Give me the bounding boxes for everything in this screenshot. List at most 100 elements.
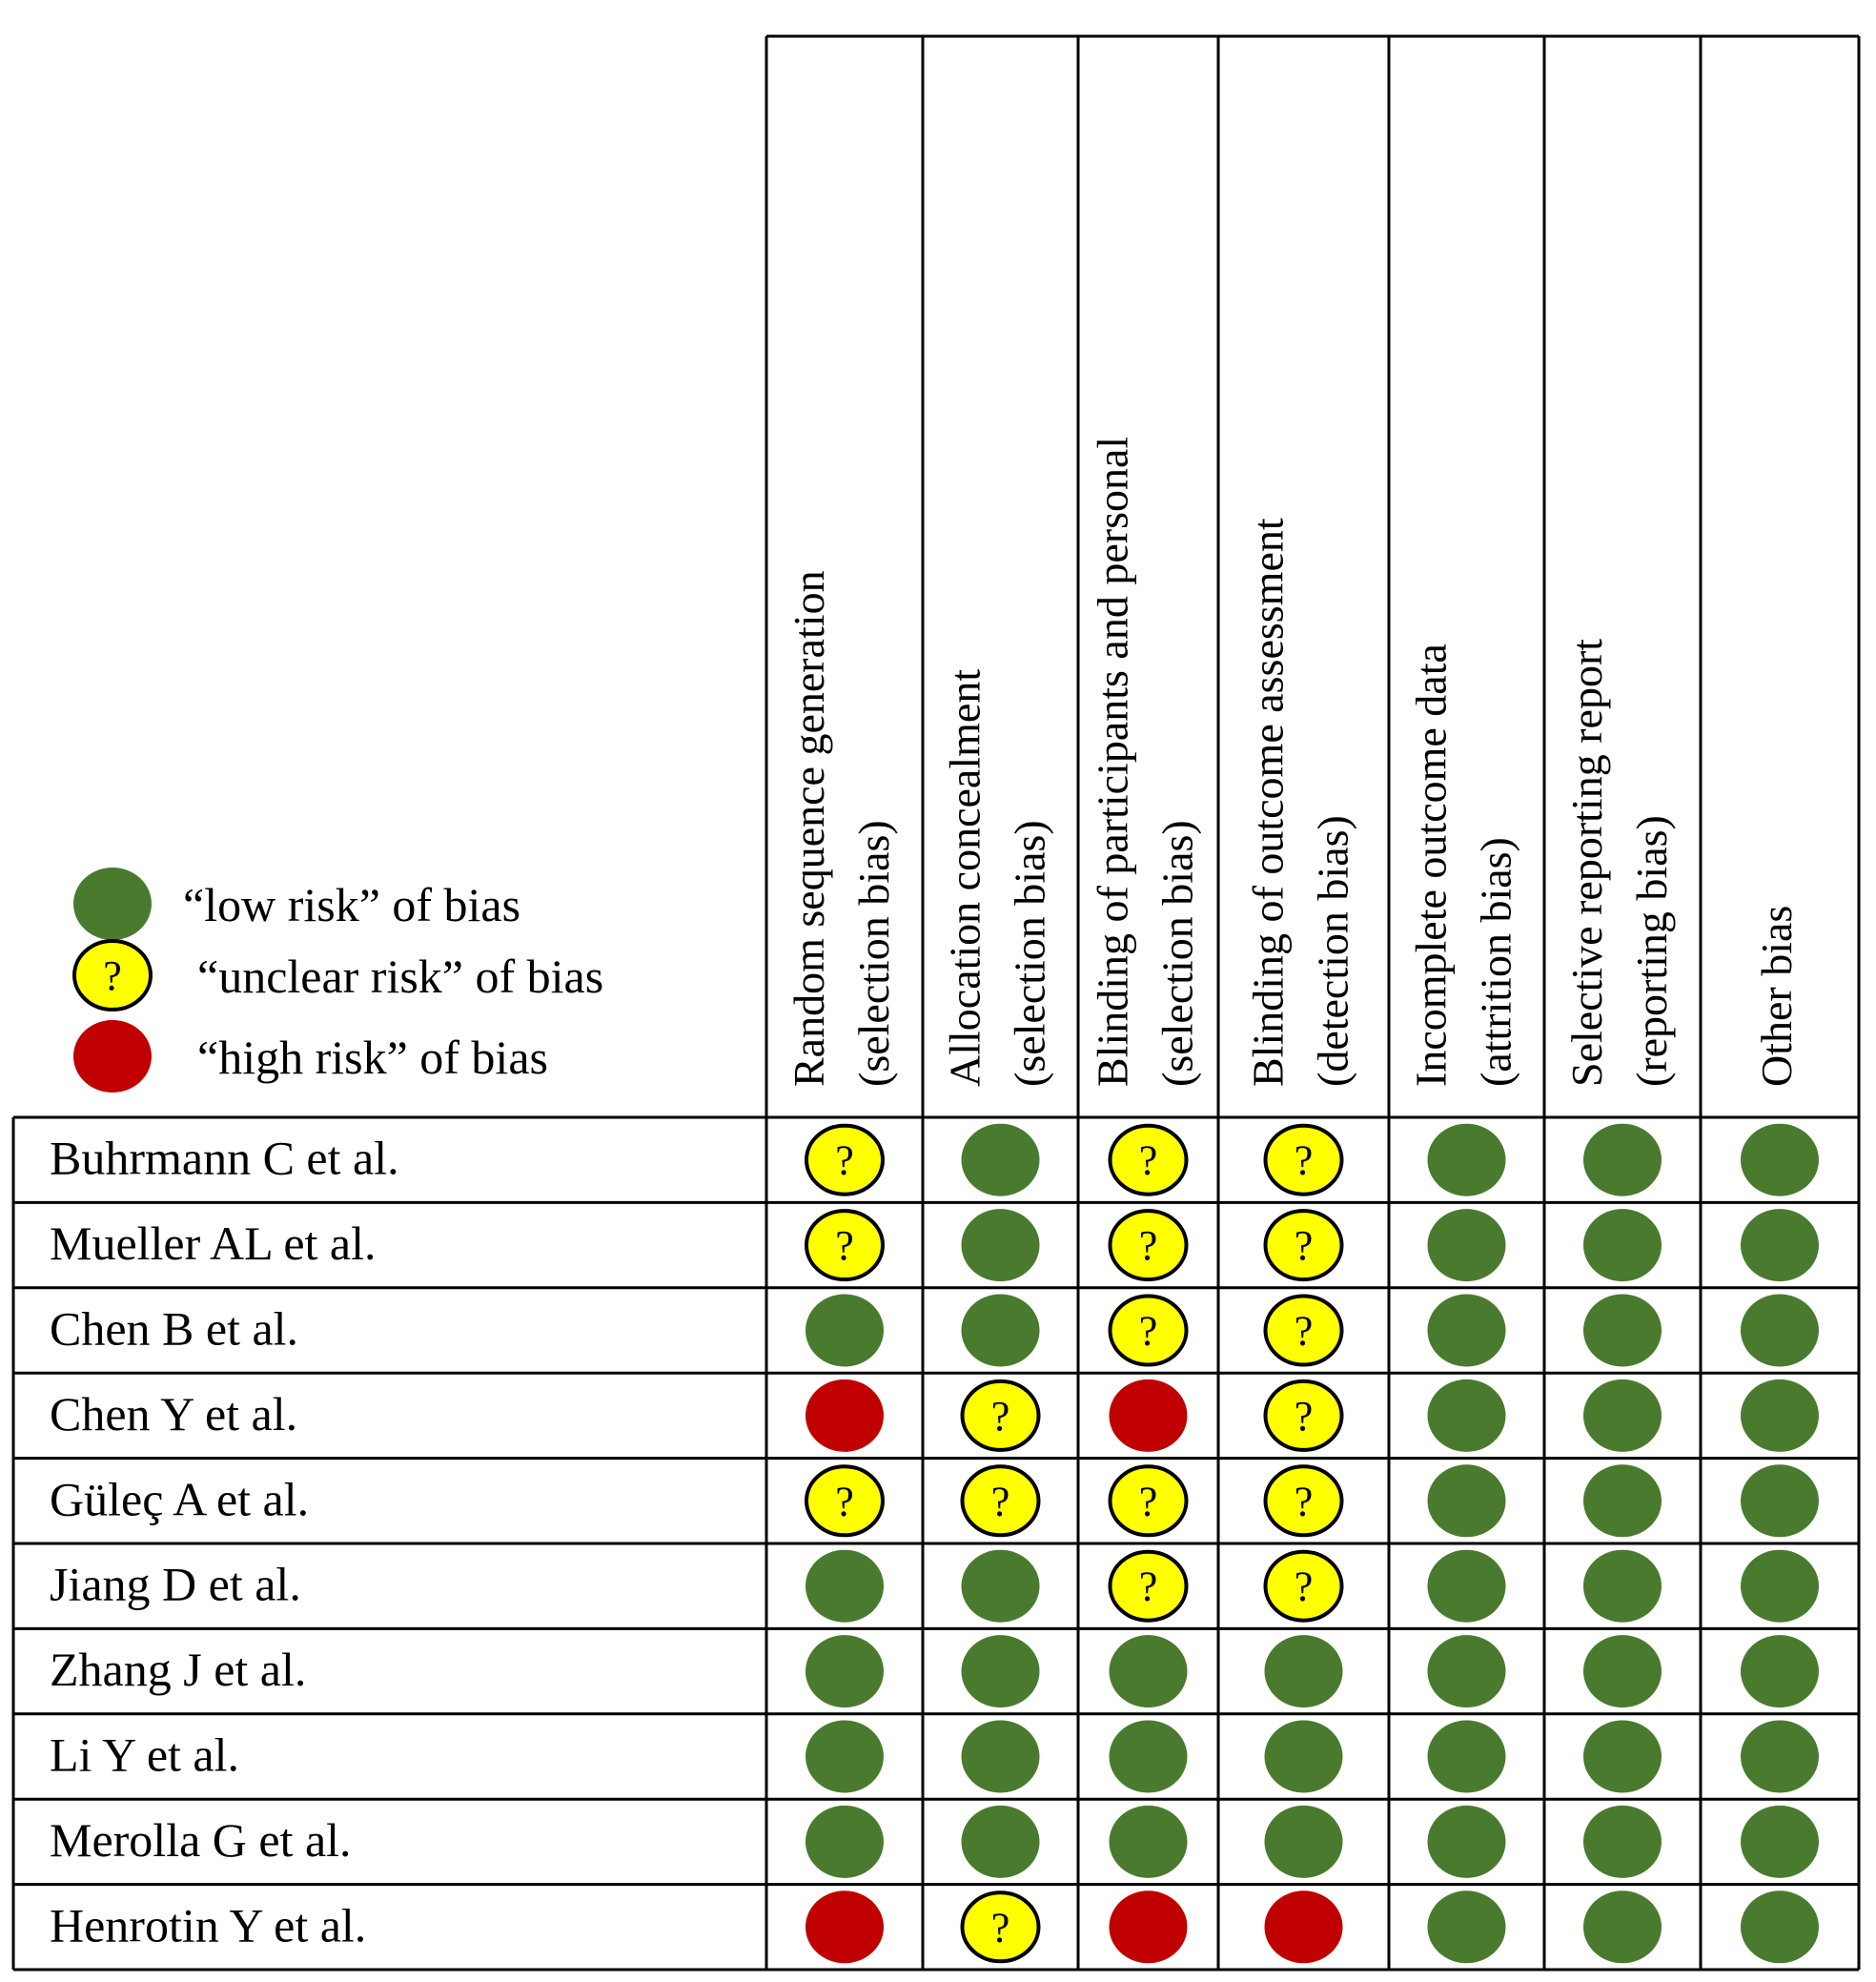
study-name: Chen Y et al. (50, 1387, 297, 1441)
column-header-5: Incomplete outcome data (1407, 644, 1456, 1087)
column-header-7: Other bias (1752, 906, 1801, 1087)
rating-mark-unclear-symbol: ? (991, 1393, 1010, 1440)
rating-mark-low (1583, 1890, 1662, 1964)
rating-mark-low (1427, 1635, 1506, 1708)
rating-mark-low-shape (1741, 1294, 1819, 1367)
rating-mark-low-shape (1109, 1635, 1188, 1708)
rating-mark-unclear: ? (960, 1464, 1041, 1538)
rating-mark-low (1427, 1209, 1506, 1282)
rating-mark-low-shape (1109, 1720, 1188, 1793)
rating-mark-low-shape (961, 1123, 1040, 1196)
rating-mark-low (1583, 1720, 1662, 1793)
legend-marker-high (73, 1020, 152, 1093)
rating-mark-unclear: ? (960, 1379, 1041, 1452)
rating-mark-unclear: ? (805, 1209, 885, 1282)
rating-mark-low-shape (961, 1294, 1040, 1367)
rating-mark-low-shape (1264, 1805, 1343, 1878)
rating-marks: ????????????????? (805, 1123, 1819, 1964)
rating-mark-low-shape (1583, 1209, 1662, 1282)
rating-mark-low (1427, 1464, 1506, 1538)
rating-mark-low (1427, 1549, 1506, 1623)
rating-mark-low (961, 1720, 1040, 1793)
rating-mark-low-shape (1741, 1635, 1819, 1708)
rating-mark-low (1583, 1294, 1662, 1367)
rating-mark-unclear-symbol: ? (1295, 1563, 1314, 1610)
rating-mark-low-shape (1264, 1635, 1343, 1708)
rating-mark-low-shape (1109, 1805, 1188, 1878)
rating-mark-low-shape (1741, 1464, 1819, 1538)
rating-mark-low-shape (1427, 1720, 1506, 1793)
rating-mark-unclear: ? (805, 1464, 885, 1538)
rating-mark-low (1741, 1123, 1819, 1196)
rating-mark-unclear-symbol: ? (1295, 1478, 1314, 1524)
rating-mark-low (1583, 1549, 1662, 1623)
legend: “low risk” of bias? “unclear risk” of bia… (72, 868, 603, 1093)
rating-mark-unclear-shape (1108, 1294, 1189, 1367)
rating-mark-low-shape (1583, 1805, 1662, 1878)
rating-mark-low (1741, 1464, 1819, 1538)
rating-mark-low-shape (1741, 1209, 1819, 1282)
legend-marker-low-shape (73, 868, 152, 940)
rating-mark-low (1741, 1379, 1819, 1452)
legend-label-high: “high risk” of bias (197, 1031, 548, 1084)
rating-mark-low-shape (805, 1294, 884, 1367)
rating-mark-unclear: ? (1263, 1209, 1344, 1282)
rating-mark-unclear: ? (1108, 1294, 1189, 1367)
rating-mark-low (1741, 1635, 1819, 1708)
rating-mark-unclear: ? (1108, 1549, 1189, 1623)
rating-mark-low (1427, 1890, 1506, 1964)
rating-mark-low-shape (1583, 1635, 1662, 1708)
rating-mark-low-shape (961, 1720, 1040, 1793)
rating-mark-unclear-symbol: ? (1295, 1393, 1314, 1440)
rating-mark-unclear-symbol: ? (1295, 1137, 1314, 1184)
rating-mark-unclear-symbol: ? (1139, 1563, 1158, 1610)
rating-mark-low (1741, 1720, 1819, 1793)
rating-mark-unclear-shape (1108, 1464, 1189, 1538)
rating-mark-unclear-symbol: ? (1295, 1222, 1314, 1269)
rating-mark-low (1583, 1379, 1662, 1452)
rating-mark-low-shape (1583, 1294, 1662, 1367)
study-name: Merolla G et al. (50, 1813, 352, 1867)
column-header-2-subtitle: (selection bias) (1006, 820, 1054, 1087)
rating-mark-low (1583, 1805, 1662, 1878)
rating-mark-low (961, 1549, 1040, 1623)
rating-mark-low-shape (961, 1805, 1040, 1878)
rating-mark-unclear-symbol: ? (835, 1222, 854, 1269)
rating-mark-unclear-shape (1263, 1379, 1344, 1452)
rating-mark-low-shape (961, 1209, 1040, 1282)
rating-mark-high-shape (805, 1379, 884, 1452)
rating-mark-high (1264, 1890, 1343, 1964)
rating-mark-unclear-shape (805, 1123, 885, 1196)
rating-mark-high-shape (1264, 1890, 1343, 1964)
rating-mark-unclear: ? (805, 1123, 885, 1196)
rating-mark-low-shape (1741, 1890, 1819, 1964)
rating-mark-low (961, 1123, 1040, 1196)
rating-mark-unclear: ? (1263, 1123, 1344, 1196)
rating-mark-low-shape (1583, 1720, 1662, 1793)
rating-mark-high-shape (805, 1890, 884, 1964)
rating-mark-low-shape (1741, 1720, 1819, 1793)
rating-mark-unclear-shape (1263, 1123, 1344, 1196)
column-header-3: Blinding of participants and personal (1089, 437, 1137, 1087)
rating-mark-unclear-shape (805, 1209, 885, 1282)
study-rows: Buhrmann C et al. Mueller AL et al. Chen B… (50, 1132, 399, 1952)
rating-mark-unclear-symbol: ? (1139, 1222, 1158, 1269)
study-name: Li Y et al. (50, 1728, 239, 1782)
study-name: Güleç A et al. (50, 1472, 309, 1525)
rating-mark-unclear: ? (1108, 1123, 1189, 1196)
rating-mark-low (1427, 1805, 1506, 1878)
study-name: Jiang D et al. (50, 1558, 301, 1611)
column-header-5-subtitle: (attrition bias) (1472, 837, 1520, 1087)
rating-mark-unclear-shape (1108, 1549, 1189, 1623)
rating-mark-unclear: ? (1108, 1464, 1189, 1538)
legend-label-unclear: “unclear risk” of bias (197, 950, 603, 1003)
study-name: Buhrmann C et al. (50, 1132, 399, 1185)
rating-mark-low-shape (1583, 1379, 1662, 1452)
rating-mark-low (805, 1720, 884, 1793)
rating-mark-low (805, 1635, 884, 1708)
rating-mark-low-shape (805, 1720, 884, 1793)
rating-mark-low (1264, 1720, 1343, 1793)
rating-mark-low (1427, 1379, 1506, 1452)
rating-mark-high-shape (1109, 1379, 1188, 1452)
